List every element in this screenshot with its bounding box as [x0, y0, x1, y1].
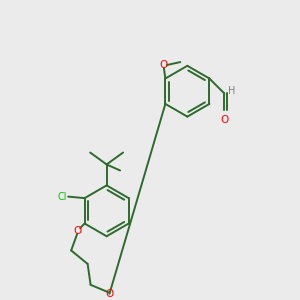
- Text: O: O: [160, 60, 168, 70]
- Text: Cl: Cl: [57, 192, 67, 202]
- Text: O: O: [73, 226, 81, 236]
- Text: O: O: [220, 115, 229, 125]
- Text: H: H: [228, 86, 235, 96]
- Text: O: O: [105, 289, 114, 299]
